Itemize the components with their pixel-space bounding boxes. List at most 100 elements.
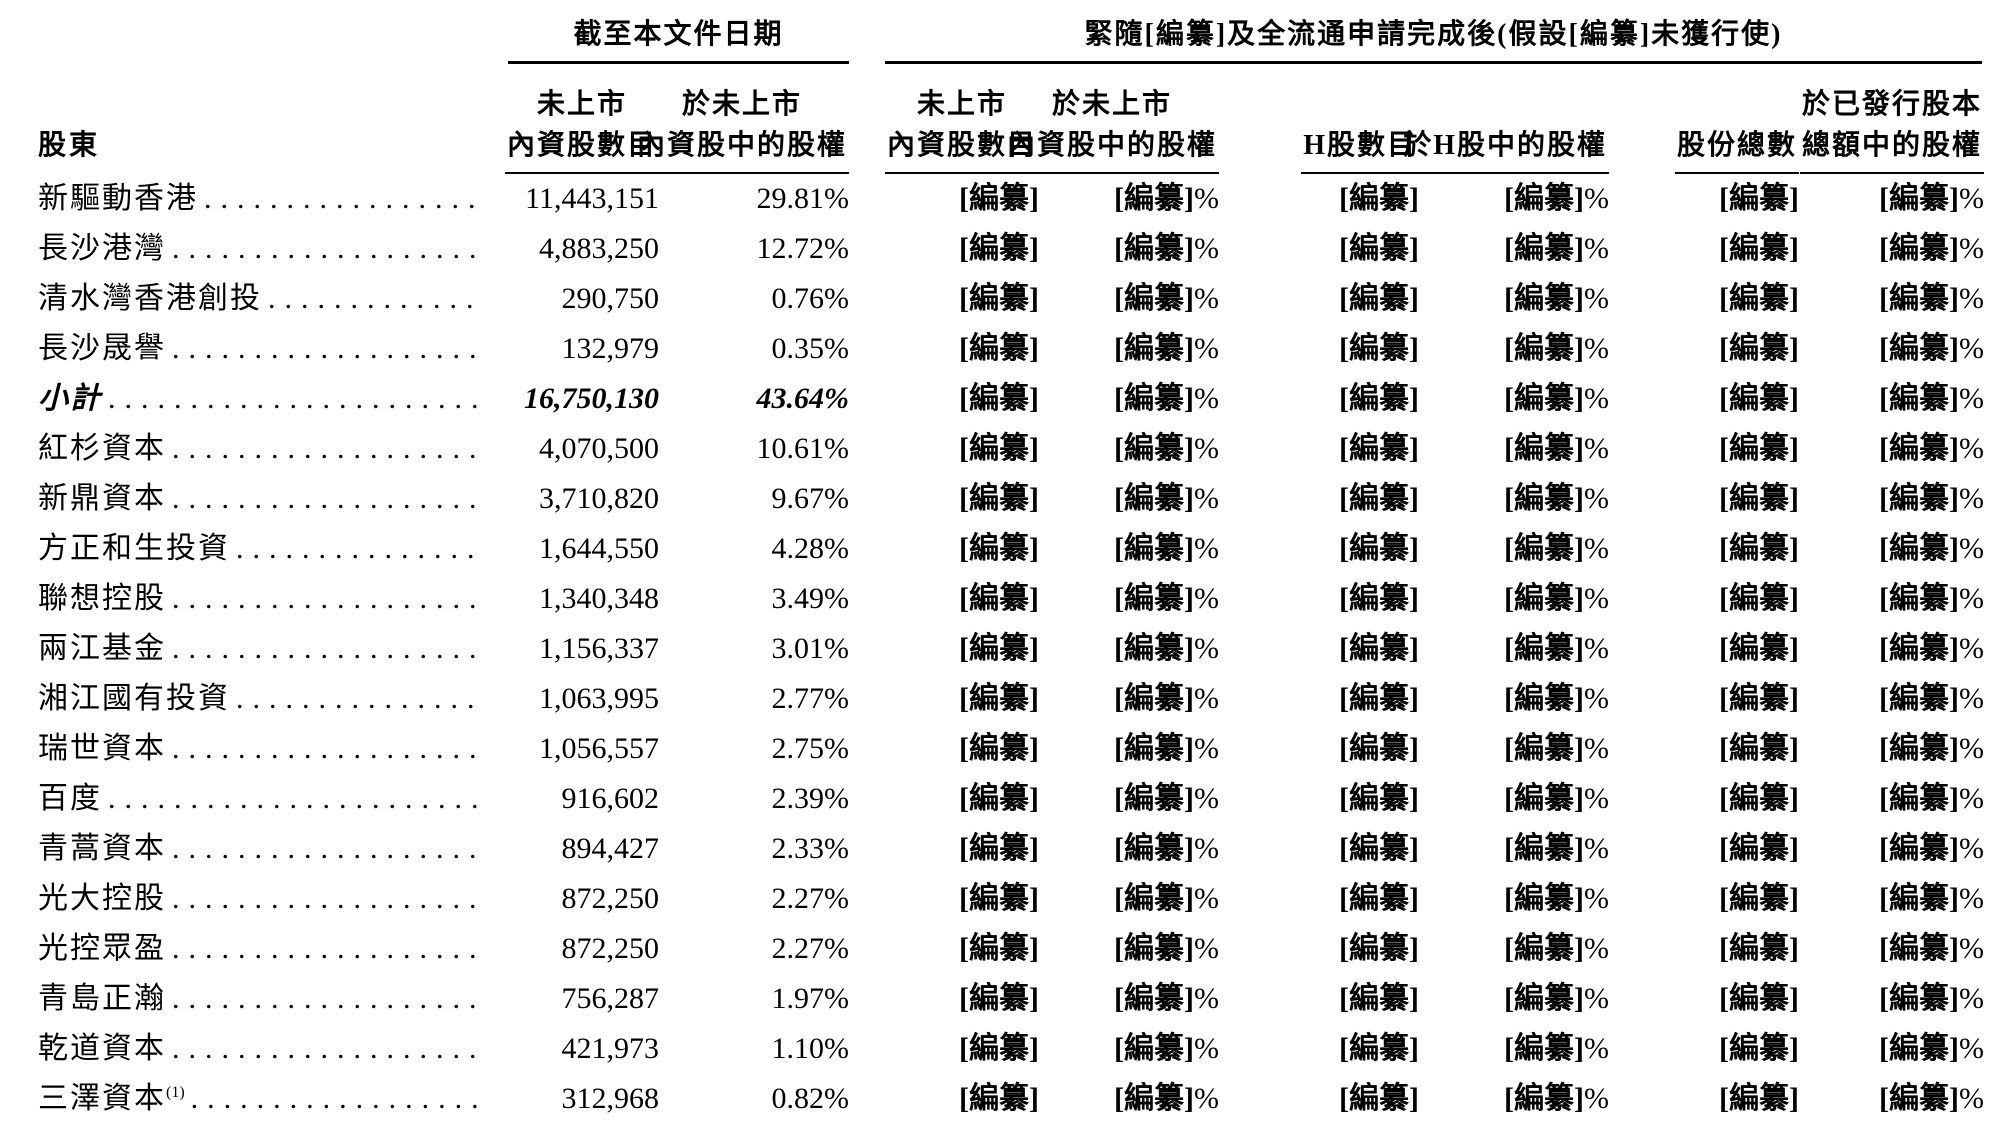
shares-post-cell: [編纂] — [855, 674, 1045, 724]
redacted-value: [編纂] — [1719, 932, 1799, 965]
h-equity-cell: [編纂]% — [1504, 582, 1609, 615]
redacted-value: [編纂] — [1879, 782, 1959, 815]
h-equity-cell: [編纂]% — [1504, 332, 1609, 365]
issued-equity-cell: [編纂]% — [1879, 882, 1984, 915]
h-shares-cell: [編纂] — [1225, 324, 1425, 374]
redacted-value: [編纂] — [1719, 832, 1799, 865]
redacted-value: [編纂] — [1719, 382, 1799, 415]
shares-asof-cell: 1,063,995 — [539, 682, 659, 715]
shares-post-cell: [編纂] — [855, 774, 1045, 824]
shares-asof-cell: 1,340,348 — [539, 582, 659, 615]
redacted-value: [編纂] — [1719, 232, 1799, 265]
shareholder-name-cell: 長沙晟譽 — [0, 324, 495, 374]
redacted-value: [編纂] — [1504, 1082, 1584, 1115]
redacted-value: [編纂] — [959, 932, 1039, 965]
redacted-value: [編纂] — [1114, 532, 1194, 565]
redacted-value: [編纂] — [959, 232, 1039, 265]
h-equity-cell: [編纂]% — [1504, 682, 1609, 715]
total-shares-cell: [編纂] — [1615, 674, 1805, 724]
redacted-value: [編纂] — [1719, 632, 1799, 665]
redacted-value: [編纂] — [1879, 182, 1959, 215]
total-shares-cell: [編纂] — [1615, 1074, 1805, 1124]
shareholder-name: 三澤資本(1) — [38, 1082, 185, 1115]
column-header-h-shares: H股數目 — [1225, 64, 1425, 174]
h-equity-cell: [編纂]% — [1504, 932, 1609, 965]
dot-leader — [172, 624, 479, 674]
issued-equity-cell: [編纂]% — [1879, 282, 1984, 315]
shares-post-cell: [編纂] — [855, 474, 1045, 524]
redacted-value: [編纂] — [1339, 832, 1419, 865]
equity-post-cell: [編纂]% — [1114, 682, 1219, 715]
equity-post-cell: [編纂]% — [1114, 832, 1219, 865]
h-equity-cell: [編纂]% — [1504, 832, 1609, 865]
redacted-value: [編纂] — [1114, 232, 1194, 265]
redacted-value: [編纂] — [1339, 782, 1419, 815]
shares-post-cell: [編纂] — [855, 524, 1045, 574]
redacted-value: [編纂] — [1879, 632, 1959, 665]
total-shares-cell: [編纂] — [1615, 1024, 1805, 1074]
total-shares-cell: [編纂] — [1615, 474, 1805, 524]
redacted-value: [編纂] — [1114, 332, 1194, 365]
redacted-value: [編纂] — [1504, 832, 1584, 865]
redacted-value: [編纂] — [1114, 182, 1194, 215]
shares-post-cell: [編纂] — [855, 1024, 1045, 1074]
total-shares-cell: [編纂] — [1615, 274, 1805, 324]
h-equity-cell: [編纂]% — [1504, 282, 1609, 315]
redacted-value: [編纂] — [1114, 732, 1194, 765]
dot-leader — [108, 774, 479, 824]
redacted-value: [編纂] — [1114, 982, 1194, 1015]
shareholder-name: 紅杉資本 — [38, 432, 166, 465]
equity-post-cell: [編纂]% — [1114, 1032, 1219, 1065]
redacted-value: [編纂] — [1114, 932, 1194, 965]
redacted-value: [編纂] — [1504, 682, 1584, 715]
equity-post-cell: [編纂]% — [1114, 782, 1219, 815]
redacted-value: [編纂] — [1719, 782, 1799, 815]
redacted-value: [編纂] — [1339, 682, 1419, 715]
equity-asof-cell: 29.81% — [756, 182, 850, 215]
shareholder-name-cell: 方正和生投資 — [0, 524, 495, 574]
redacted-value: [編纂] — [1879, 1082, 1959, 1115]
redacted-value: [編纂] — [1879, 932, 1959, 965]
dot-leader — [172, 874, 479, 924]
equity-post-cell: [編纂]% — [1114, 1082, 1219, 1115]
shareholder-name-cell: 乾道資本 — [0, 1024, 495, 1074]
shareholder-name: 百度 — [38, 782, 102, 815]
equity-post-cell: [編纂]% — [1114, 582, 1219, 615]
redacted-value: [編纂] — [1719, 432, 1799, 465]
redacted-value: [編纂] — [1339, 1032, 1419, 1065]
h-shares-cell: [編纂] — [1225, 724, 1425, 774]
total-shares-cell: [編纂] — [1615, 324, 1805, 374]
dot-leader — [236, 524, 479, 574]
shareholder-name: 方正和生投資 — [38, 532, 230, 565]
shareholder-name: 湘江國有投資 — [38, 682, 230, 715]
column-header-text: 未上市 內資股數目 — [884, 81, 1039, 174]
h-shares-cell: [編纂] — [1225, 224, 1425, 274]
issued-equity-cell: [編纂]% — [1879, 832, 1984, 865]
group-header-post-completion-label: 緊隨[編纂]及全流通申請完成後(假設[編纂]未獲行使) — [1084, 19, 1783, 50]
shares-asof-cell: 1,156,337 — [539, 632, 659, 665]
redacted-value: [編纂] — [1339, 232, 1419, 265]
redacted-value: [編纂] — [1879, 732, 1959, 765]
total-shares-cell: [編纂] — [1615, 524, 1805, 574]
h-shares-cell: [編纂] — [1225, 574, 1425, 624]
shareholder-name: 乾道資本 — [38, 1032, 166, 1065]
equity-post-cell: [編纂]% — [1114, 882, 1219, 915]
issued-equity-cell: [編纂]% — [1879, 482, 1984, 515]
total-shares-cell: [編纂] — [1615, 224, 1805, 274]
shareholder-name: 新鼎資本 — [38, 482, 166, 515]
column-header-text: 未上市 內資股數目 — [504, 81, 659, 174]
shareholder-name-cell: 瑞世資本 — [0, 724, 495, 774]
h-shares-cell: [編纂] — [1225, 424, 1425, 474]
shareholder-name-cell: 長沙港灣 — [0, 224, 495, 274]
redacted-value: [編纂] — [1504, 482, 1584, 515]
column-header-unlisted-domestic-equity-post: 於未上市 內資股中的股權 — [1004, 64, 1225, 174]
redacted-value: [編纂] — [1879, 482, 1959, 515]
equity-asof-cell: 2.77% — [771, 682, 850, 715]
redacted-value: [編纂] — [1339, 432, 1419, 465]
redacted-value: [編纂] — [1504, 182, 1584, 215]
redacted-value: [編纂] — [1504, 582, 1584, 615]
redacted-value: [編纂] — [1114, 1032, 1194, 1065]
total-shares-cell: [編纂] — [1615, 724, 1805, 774]
issued-equity-cell: [編纂]% — [1879, 682, 1984, 715]
